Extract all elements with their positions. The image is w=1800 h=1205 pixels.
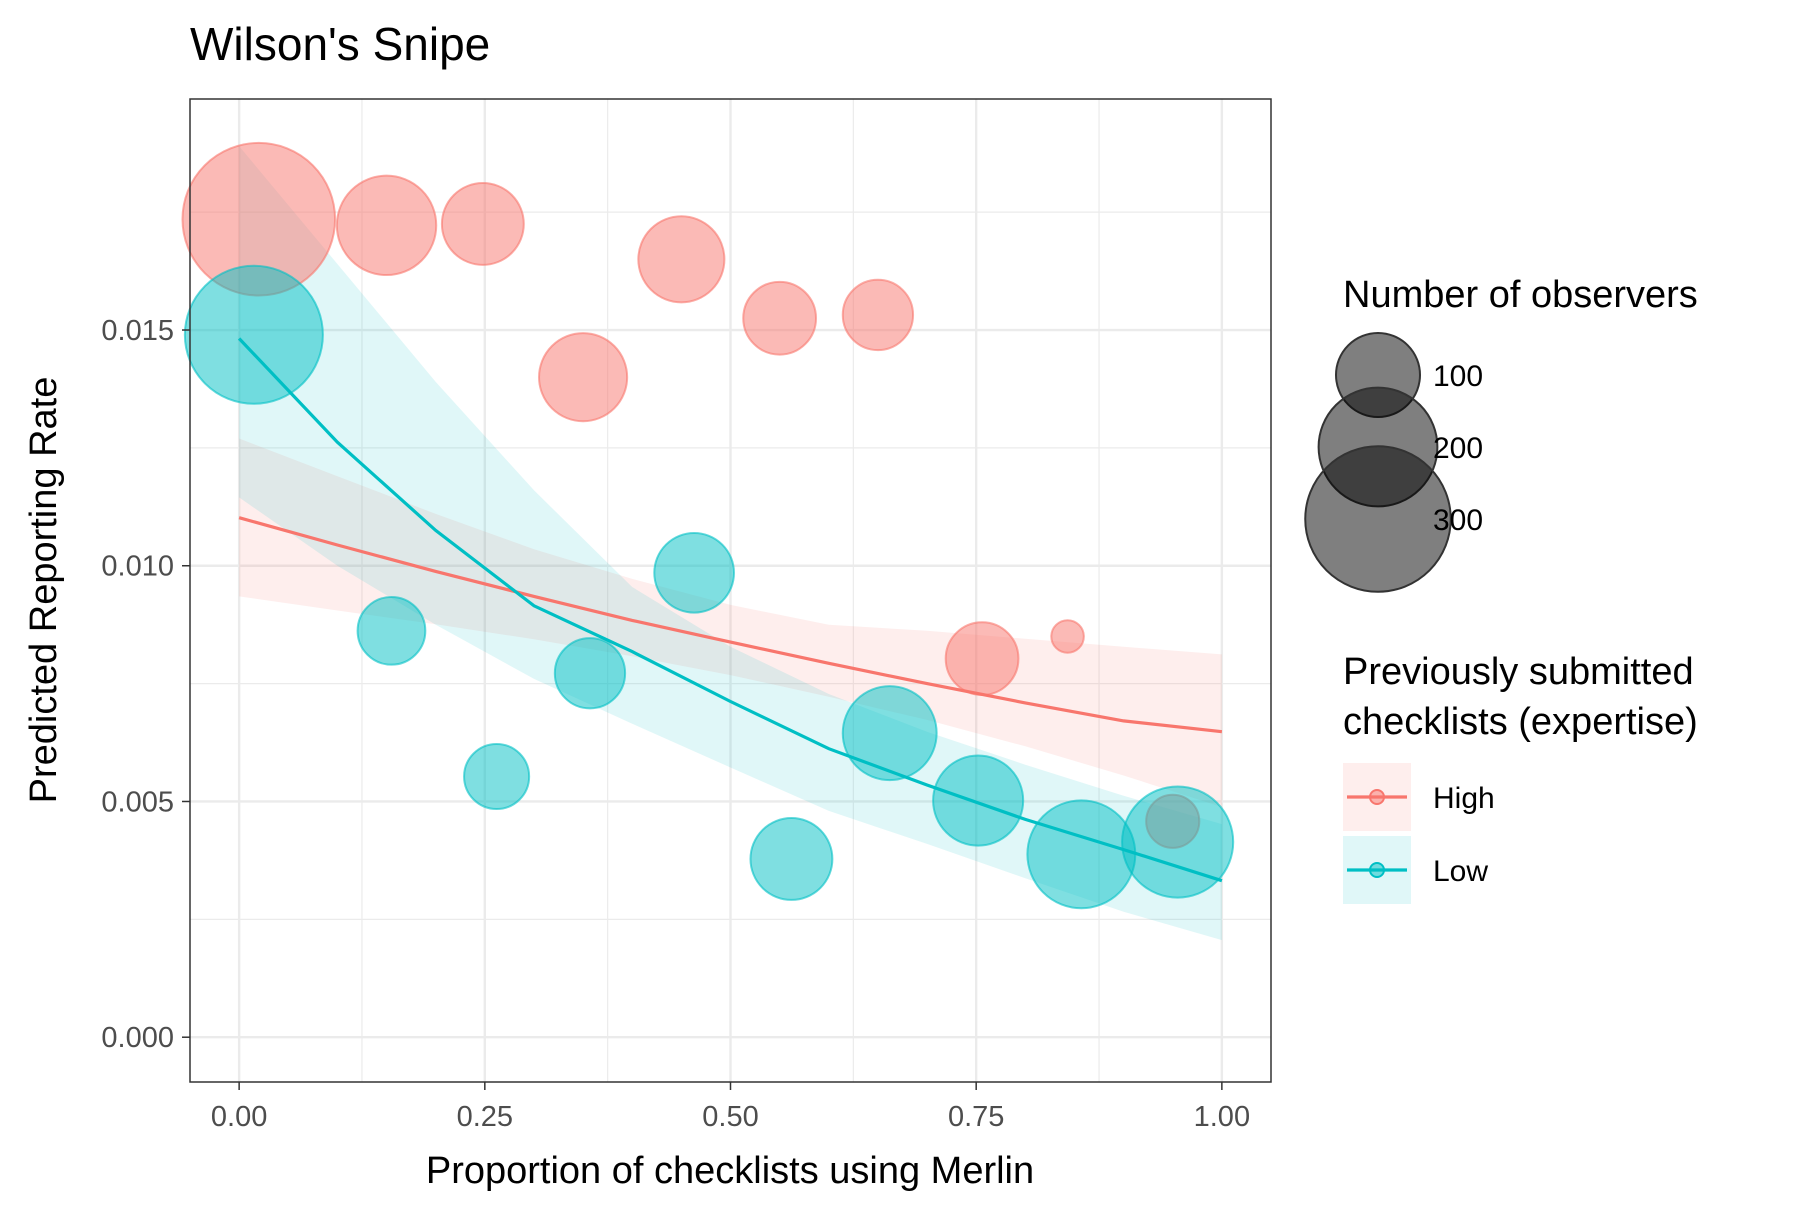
chart-title: Wilson's Snipe (190, 18, 490, 70)
color-legend-keys: High Low (1343, 763, 1495, 904)
data-point-low (553, 637, 627, 710)
data-point-low (463, 742, 531, 811)
data-point-low (356, 595, 427, 666)
x-axis-ticks: 0.00 0.25 0.50 0.75 1.00 (211, 1082, 1250, 1133)
y-axis-ticks: 0.000 0.005 0.010 0.015 (101, 315, 190, 1054)
data-point-low (1121, 785, 1235, 899)
data-points (181, 141, 1235, 910)
y-tick-label: 0.005 (101, 786, 174, 818)
x-tick-label: 0.75 (948, 1101, 1004, 1133)
size-legend-label: 200 (1433, 432, 1483, 465)
data-point-low (932, 754, 1025, 847)
x-tick-label: 0.50 (702, 1101, 758, 1133)
data-point-high (637, 215, 726, 304)
data-point-high (335, 174, 438, 277)
color-legend-key-point (1369, 862, 1385, 878)
data-point-high (841, 278, 915, 352)
data-point-low (653, 531, 735, 614)
size-legend-key (1304, 445, 1452, 593)
size-legend: Number of observers 100 200 300 (1304, 274, 1698, 593)
color-legend-label: Low (1433, 855, 1488, 888)
data-point-low (1026, 799, 1137, 910)
data-point-high (440, 182, 525, 266)
size-legend-keys: 100 200 300 (1304, 332, 1483, 593)
fit-line-high (238, 516, 1223, 734)
color-legend-label: High (1433, 782, 1495, 815)
data-point-high (742, 280, 818, 356)
size-legend-label: 300 (1433, 504, 1483, 537)
data-point-high (944, 621, 1020, 696)
color-legend-title-line-1: Previously submitted (1343, 651, 1694, 693)
y-tick-label: 0.010 (101, 551, 174, 583)
data-point-low (749, 817, 834, 901)
size-legend-label: 100 (1433, 360, 1483, 393)
color-legend-title-line-2: checklists (expertise) (1343, 701, 1698, 743)
color-legend: Previously submitted checklists (experti… (1343, 651, 1698, 904)
size-legend-title: Number of observers (1343, 274, 1698, 316)
data-point-high (538, 332, 629, 423)
data-point-low (841, 685, 938, 782)
y-axis-title: Predicted Reporting Rate (23, 377, 65, 804)
data-point-low (183, 264, 324, 405)
x-tick-label: 0.00 (211, 1101, 267, 1133)
plot-panel (181, 98, 1272, 1083)
x-tick-label: 1.00 (1194, 1101, 1250, 1133)
data-point-high (1050, 619, 1085, 654)
color-legend-key-point (1369, 789, 1385, 805)
x-tick-label: 0.25 (457, 1101, 513, 1133)
x-axis-title: Proportion of checklists using Merlin (426, 1150, 1034, 1192)
ribbon-high (239, 438, 1222, 808)
y-tick-label: 0.000 (101, 1022, 174, 1054)
y-tick-label: 0.015 (101, 315, 174, 347)
